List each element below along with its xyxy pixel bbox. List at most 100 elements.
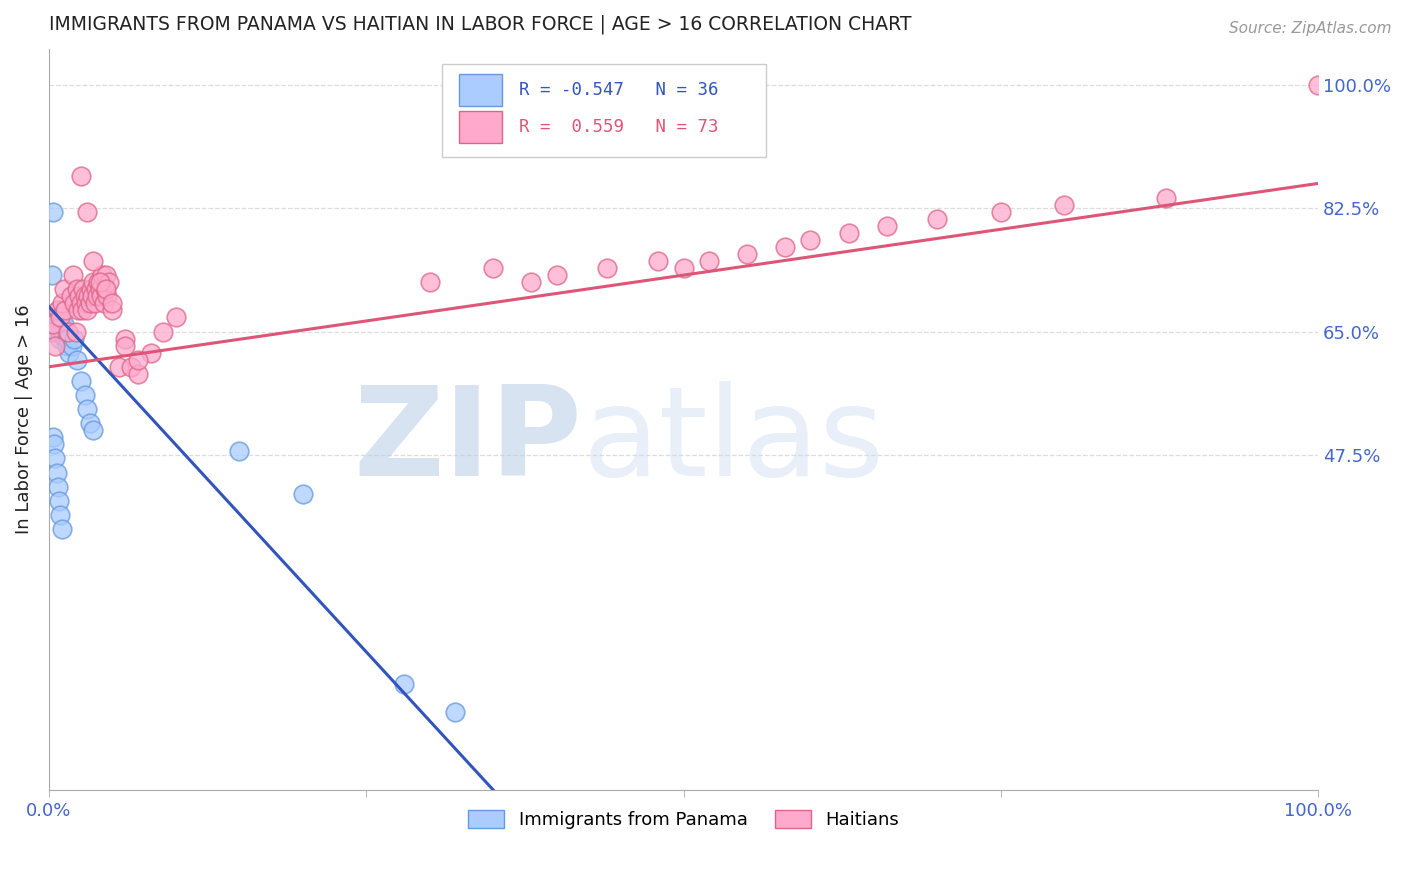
Text: IMMIGRANTS FROM PANAMA VS HAITIAN IN LABOR FORCE | AGE > 16 CORRELATION CHART: IMMIGRANTS FROM PANAMA VS HAITIAN IN LAB… <box>49 15 911 35</box>
Point <box>39 325 62 339</box>
Point <box>89 282 111 296</box>
Point <box>75 296 97 310</box>
Point <box>46 480 69 494</box>
Point <box>48 325 70 339</box>
Point <box>444 706 467 720</box>
Point <box>91 268 114 282</box>
Point <box>42 430 65 444</box>
Point <box>672 261 695 276</box>
Point <box>65 325 87 339</box>
Point <box>51 325 73 339</box>
Point <box>69 374 91 388</box>
Point <box>44 338 66 352</box>
Point <box>59 289 82 303</box>
Point <box>55 338 77 352</box>
Point <box>1053 197 1076 211</box>
Point <box>80 282 103 296</box>
Text: Source: ZipAtlas.com: Source: ZipAtlas.com <box>1229 21 1392 36</box>
Point <box>87 275 110 289</box>
Point <box>520 275 543 289</box>
Point <box>139 345 162 359</box>
Point <box>107 359 129 374</box>
Point <box>89 275 111 289</box>
Point <box>228 444 250 458</box>
Point <box>58 345 80 359</box>
Text: R =  0.559   N = 73: R = 0.559 N = 73 <box>519 119 718 136</box>
Point <box>1308 78 1330 92</box>
Point <box>53 282 76 296</box>
Point <box>86 289 108 303</box>
Point <box>55 303 77 318</box>
Point <box>79 296 101 310</box>
FancyBboxPatch shape <box>458 74 502 106</box>
Point <box>82 275 104 289</box>
Point <box>73 388 96 402</box>
Point <box>49 310 72 325</box>
Point <box>72 282 94 296</box>
Point <box>97 275 120 289</box>
Point <box>79 416 101 430</box>
Point <box>101 296 124 310</box>
Point <box>60 338 83 352</box>
Point <box>77 289 100 303</box>
Point <box>41 268 63 282</box>
Point <box>394 677 416 691</box>
Point <box>55 332 77 346</box>
Point <box>42 204 65 219</box>
Point <box>44 325 66 339</box>
Point <box>53 318 76 332</box>
Point <box>83 296 105 310</box>
Point <box>93 296 115 310</box>
FancyBboxPatch shape <box>458 111 502 144</box>
Point <box>165 310 187 325</box>
Point <box>63 296 86 310</box>
Point <box>45 310 67 325</box>
Point <box>152 325 174 339</box>
Point <box>596 261 619 276</box>
Point <box>67 303 90 318</box>
Point <box>46 303 69 318</box>
Point <box>73 289 96 303</box>
Point <box>94 268 117 282</box>
Point <box>66 352 89 367</box>
Point <box>69 169 91 184</box>
Point <box>82 254 104 268</box>
Point <box>51 296 73 310</box>
Point <box>96 289 118 303</box>
Point <box>84 282 107 296</box>
Point <box>44 451 66 466</box>
Point <box>546 268 568 282</box>
Point <box>419 275 441 289</box>
Point <box>70 303 93 318</box>
Legend: Immigrants from Panama, Haitians: Immigrants from Panama, Haitians <box>461 803 907 837</box>
Point <box>63 332 86 346</box>
Point <box>799 233 821 247</box>
Point <box>46 303 69 318</box>
Point <box>49 332 72 346</box>
Point <box>66 282 89 296</box>
Point <box>291 487 314 501</box>
Point <box>42 437 65 451</box>
Point <box>90 289 112 303</box>
Point <box>56 325 79 339</box>
Point <box>67 289 90 303</box>
Point <box>51 522 73 536</box>
Point <box>121 359 143 374</box>
Point <box>94 282 117 296</box>
Point <box>927 211 949 226</box>
Point <box>990 204 1012 219</box>
Point <box>76 402 98 417</box>
Point <box>647 254 669 268</box>
Point <box>94 282 117 296</box>
Point <box>773 240 796 254</box>
Point <box>114 338 136 352</box>
Point <box>82 289 104 303</box>
Point <box>49 508 72 522</box>
Point <box>48 493 70 508</box>
Point <box>735 247 758 261</box>
Point <box>114 332 136 346</box>
Point <box>76 303 98 318</box>
Point <box>838 226 860 240</box>
Point <box>76 204 98 219</box>
Text: atlas: atlas <box>582 382 884 502</box>
